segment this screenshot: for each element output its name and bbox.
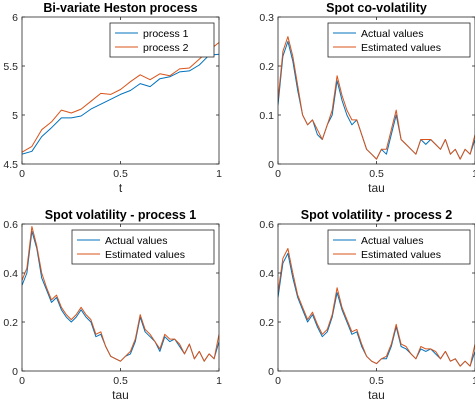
y-tick-label: 0.3 — [259, 12, 274, 24]
chart-title: Spot volatility - process 1 — [45, 208, 196, 222]
x-axis-label: tau — [368, 181, 385, 195]
plot-area — [278, 248, 475, 367]
plot-area — [22, 226, 219, 362]
chart-title: Spot co-volatility — [326, 1, 427, 15]
legend: Actual values Estimated values — [327, 22, 471, 58]
series-line-1 — [278, 41, 475, 160]
legend-entry: Estimated values — [361, 249, 441, 261]
legend: process 1 process 2 — [109, 22, 215, 58]
chart-title: Bi-variate Heston process — [43, 1, 197, 15]
legend-box — [109, 22, 215, 58]
y-tick-label: 0.4 — [259, 268, 274, 280]
y-tick-label: 0.6 — [3, 219, 18, 231]
series-line-2 — [278, 36, 475, 160]
x-tick-label: 0.5 — [369, 168, 384, 180]
legend-entry: Estimated values — [361, 42, 441, 54]
x-axis-label: t — [119, 181, 123, 195]
y-tick-label: 0 — [12, 366, 18, 378]
y-tick-label: 0.1 — [259, 110, 274, 122]
legend-entry: Estimated values — [105, 249, 185, 261]
chart-title: Spot volatility - process 2 — [301, 208, 452, 222]
plot-area — [22, 42, 219, 155]
legend: Actual values Estimated values — [71, 229, 215, 265]
y-tick-label: 4.5 — [3, 159, 18, 171]
x-tick-label: 0.5 — [369, 375, 384, 387]
series-line-2 — [278, 248, 475, 367]
chart-panel-3: Spot volatility - process 1 0 0.5 1 0 0.2 0.4 0… — [3, 208, 222, 402]
x-tick-label: 1 — [216, 375, 222, 387]
x-tick-label: 0 — [275, 168, 281, 180]
legend-box — [327, 22, 471, 58]
chart-panel-1: Bi-variate Heston process 0 0.5 1 4.5 5 5.5 6 t p… — [3, 1, 222, 195]
y-tick-label: 6 — [12, 12, 18, 24]
legend-box — [71, 229, 215, 265]
chart-panel-2: Spot co-volatility 0 0.5 1 0 0.1 0.2 0.3 tau Actu… — [259, 1, 475, 195]
x-tick-label: 0 — [19, 168, 25, 180]
series-line-1 — [278, 252, 475, 367]
y-tick-label: 5.5 — [3, 61, 18, 73]
series-line-1 — [22, 53, 219, 155]
x-tick-label: 0.5 — [113, 168, 128, 180]
legend-entry: Actual values — [361, 235, 423, 247]
y-tick-label: 0 — [268, 159, 274, 171]
x-tick-label: 0 — [19, 375, 25, 387]
x-tick-label: 0 — [275, 375, 281, 387]
y-tick-label: 0.6 — [259, 219, 274, 231]
y-tick-label: 0.4 — [3, 268, 18, 280]
legend-entry: Actual values — [105, 235, 167, 247]
plot-area — [278, 36, 475, 160]
x-tick-label: 1 — [216, 168, 222, 180]
y-tick-label: 0 — [268, 366, 274, 378]
chart-panel-4: Spot volatility - process 2 0 0.5 1 0 0.2 0.4 0… — [259, 208, 475, 402]
x-axis-label: tau — [112, 388, 129, 402]
y-tick-label: 0.2 — [259, 61, 274, 73]
x-tick-label: 1 — [472, 375, 475, 387]
legend-entry: process 2 — [143, 42, 189, 54]
y-tick-label: 5 — [12, 110, 18, 122]
x-tick-label: 0.5 — [113, 375, 128, 387]
series-line-2 — [22, 226, 219, 362]
legend: Actual values Estimated values — [327, 229, 471, 265]
legend-box — [327, 229, 471, 265]
y-tick-label: 0.2 — [3, 317, 18, 329]
series-line-2 — [22, 42, 219, 153]
legend-entry: Actual values — [361, 28, 423, 40]
legend-entry: process 1 — [143, 28, 189, 40]
x-tick-label: 1 — [472, 168, 475, 180]
y-tick-label: 0.2 — [259, 317, 274, 329]
x-axis-label: tau — [368, 388, 385, 402]
